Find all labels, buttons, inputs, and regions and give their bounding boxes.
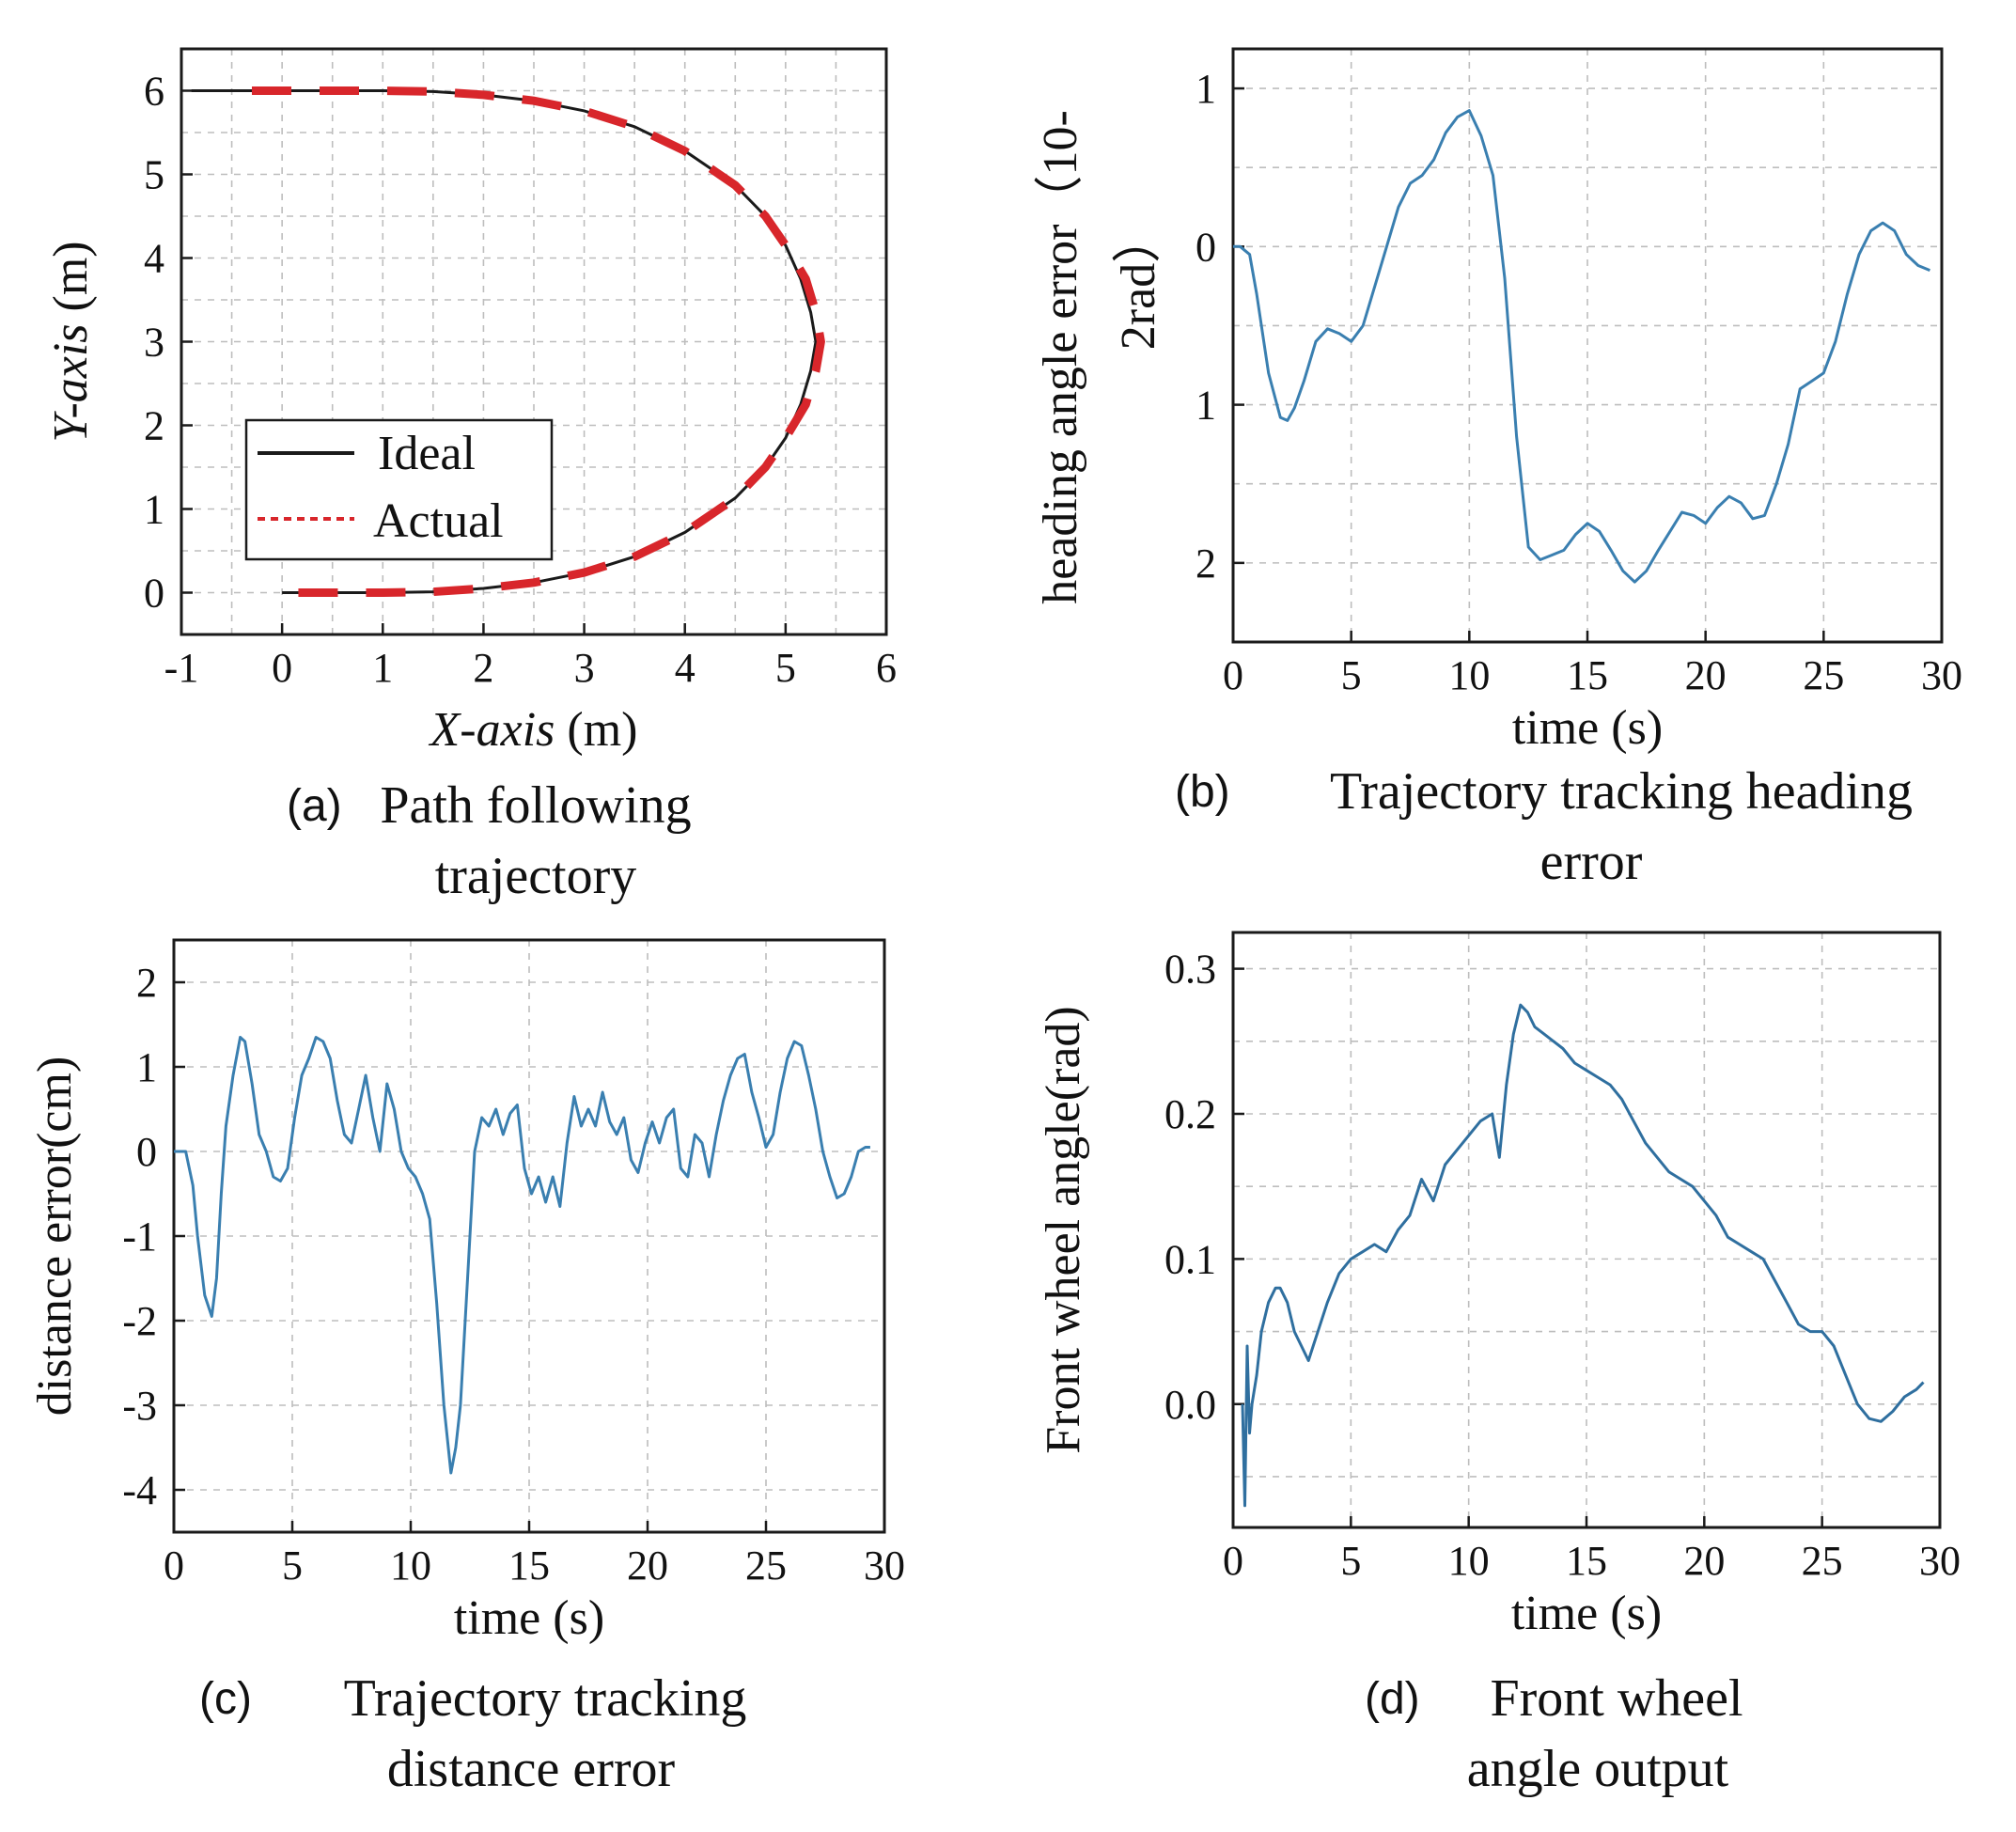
caption-line: angle output	[1467, 1740, 1729, 1798]
y-tick-label: 2	[144, 403, 164, 449]
x-tick-label: 25	[1802, 1538, 1843, 1584]
y-axis-label-unit: (m)	[44, 241, 98, 323]
y-tick-label: 5	[144, 152, 164, 198]
y-axis-label-line: 2rad）	[1112, 214, 1165, 350]
x-tick-label: 4	[675, 645, 695, 691]
x-tick-label: 15	[1566, 1538, 1607, 1584]
x-tick-label: 5	[1340, 1538, 1361, 1584]
series-line-heading-error	[1233, 109, 1930, 584]
x-tick-label: 5	[282, 1542, 303, 1589]
x-tick-label: 30	[1919, 1538, 1961, 1584]
x-tick-label: 0	[1223, 652, 1243, 698]
y-tick-label: 6	[144, 69, 164, 115]
legend-box	[244, 418, 554, 561]
y-axis-label-line: heading angle error（10-	[1034, 110, 1087, 604]
y-tick-label: 4	[144, 236, 164, 282]
caption-letter: (b)	[1175, 767, 1230, 817]
x-tick-label: 10	[390, 1542, 431, 1589]
x-tick-label: 2	[473, 645, 493, 691]
y-tick-label: 0.0	[1164, 1382, 1216, 1428]
y-tick-label: 0.2	[1164, 1091, 1216, 1137]
x-tick-label: 3	[574, 645, 595, 691]
y-tick-label: 3	[144, 320, 164, 366]
y-tick-label: -2	[122, 1298, 157, 1344]
x-tick-label: 5	[1341, 652, 1362, 698]
x-tick-label: -1	[164, 645, 199, 691]
x-tick-label: 20	[627, 1542, 668, 1589]
y-axis-label: Y-axis (m)	[44, 241, 98, 442]
caption-letter: (d)	[1365, 1674, 1420, 1724]
y-tick-label: 0.1	[1164, 1236, 1216, 1282]
x-tick-label: 20	[1683, 1538, 1725, 1584]
x-tick-label: 25	[745, 1542, 787, 1589]
y-tick-label: -3	[122, 1383, 157, 1429]
x-tick-label: 1	[372, 645, 393, 691]
y-axis-label: distance error(cm)	[28, 1057, 82, 1417]
x-tick-label: 0	[272, 645, 292, 691]
x-axis-label: X-axis (m)	[429, 703, 638, 757]
x-tick-label: 30	[1921, 652, 1962, 698]
caption-line: Trajectory tracking heading	[1330, 762, 1913, 821]
legend-label: Ideal	[378, 427, 476, 480]
x-axis-label-unit: (m)	[555, 703, 637, 757]
x-axis-label: time (s)	[1512, 701, 1663, 755]
y-tick-label: 1	[1196, 66, 1216, 112]
caption-line: trajectory	[435, 847, 637, 905]
x-tick-label: 5	[775, 645, 796, 691]
y-axis-label-name: Y-axis	[44, 323, 98, 442]
x-tick-label: 0	[164, 1542, 184, 1589]
caption-letter: (c)	[199, 1674, 252, 1724]
caption-line: Front wheel	[1490, 1669, 1743, 1728]
y-tick-label: 0	[144, 571, 164, 617]
x-axis-label: time (s)	[1511, 1587, 1662, 1640]
y-tick-label: 1	[144, 487, 164, 533]
y-tick-label: 0	[1196, 224, 1216, 270]
x-tick-label: 10	[1448, 652, 1490, 698]
series-line-distance-error	[174, 1036, 870, 1475]
x-tick-label: 30	[864, 1542, 905, 1589]
y-tick-label: -4	[122, 1467, 157, 1513]
series-line-front-wheel-angle	[1241, 1003, 1925, 1508]
y-tick-label: 0.3	[1164, 947, 1216, 993]
caption-line: distance error	[387, 1740, 676, 1798]
x-tick-label: 20	[1685, 652, 1727, 698]
y-axis-label: Front wheel angle(rad)	[1037, 1006, 1090, 1453]
x-tick-label: 0	[1223, 1538, 1243, 1584]
legend-label: Actual	[373, 494, 504, 548]
x-tick-label: 15	[1567, 652, 1608, 698]
x-tick-label: 6	[876, 645, 897, 691]
caption-line: Path following	[380, 776, 691, 835]
panel-d-front-wheel-angle: 0 5 10 15 20 25 30 0.3 0.2 0.1 0.0 time (s) Front wh…	[1037, 931, 1961, 1798]
y-tick-label: 1	[136, 1044, 157, 1090]
x-axis-label: time (s)	[454, 1591, 604, 1645]
y-tick-label: -1	[122, 1214, 157, 1260]
y-tick-label: 0	[136, 1129, 157, 1175]
series-line-actual	[252, 86, 825, 597]
y-tick-label: 2	[136, 960, 157, 1006]
caption-line: error	[1540, 833, 1643, 891]
x-tick-label: 10	[1448, 1538, 1490, 1584]
caption-letter: (a)	[287, 781, 342, 831]
caption-line: Trajectory tracking	[344, 1669, 747, 1728]
y-tick-label: 1	[1196, 383, 1216, 429]
x-axis-label-name: X-axis	[429, 703, 555, 757]
y-tick-label: 2	[1196, 540, 1216, 587]
x-tick-label: 25	[1803, 652, 1844, 698]
x-tick-label: 15	[508, 1542, 550, 1589]
